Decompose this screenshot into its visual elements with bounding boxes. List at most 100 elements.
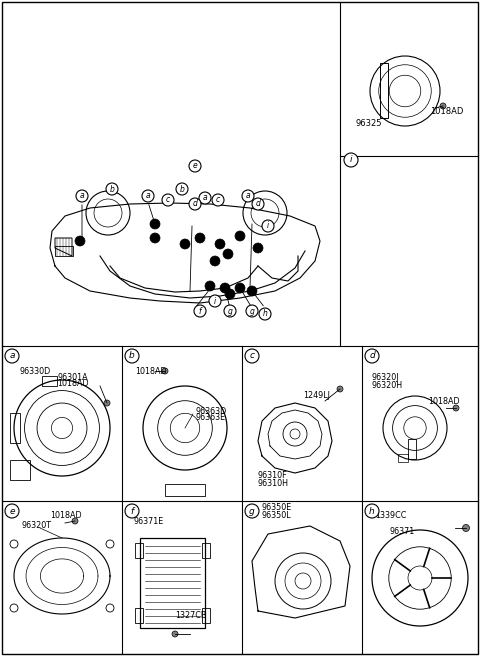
- Circle shape: [75, 236, 85, 246]
- Bar: [135, 543, 143, 558]
- Text: 96371E: 96371E: [133, 516, 163, 525]
- Circle shape: [259, 308, 271, 320]
- Text: i: i: [350, 155, 352, 165]
- Text: 1018AD: 1018AD: [135, 367, 167, 375]
- Circle shape: [142, 190, 154, 202]
- Circle shape: [205, 281, 215, 291]
- Text: i: i: [214, 297, 216, 306]
- Circle shape: [223, 249, 233, 259]
- Text: c: c: [250, 352, 254, 361]
- Circle shape: [176, 183, 188, 195]
- Bar: [202, 608, 210, 623]
- Text: 96310H: 96310H: [258, 478, 289, 487]
- Text: 1249LJ: 1249LJ: [303, 392, 330, 401]
- Circle shape: [245, 349, 259, 363]
- Text: a: a: [246, 192, 250, 201]
- Circle shape: [199, 192, 211, 204]
- Circle shape: [224, 305, 236, 317]
- Circle shape: [247, 286, 257, 296]
- Text: a: a: [203, 194, 207, 203]
- Bar: [202, 543, 210, 558]
- Circle shape: [5, 349, 19, 363]
- Text: f: f: [131, 506, 133, 516]
- Text: 1339CC: 1339CC: [375, 512, 407, 520]
- Circle shape: [195, 233, 205, 243]
- Circle shape: [253, 243, 263, 253]
- Circle shape: [189, 198, 201, 210]
- Text: 1018AD: 1018AD: [50, 512, 82, 520]
- Text: b: b: [129, 352, 135, 361]
- Text: 96350E: 96350E: [262, 504, 292, 512]
- Circle shape: [365, 504, 379, 518]
- Circle shape: [194, 305, 206, 317]
- Circle shape: [212, 194, 224, 206]
- Circle shape: [220, 283, 230, 293]
- Circle shape: [440, 103, 446, 109]
- Circle shape: [209, 295, 221, 307]
- Circle shape: [5, 504, 19, 518]
- Bar: [165, 484, 205, 496]
- Circle shape: [125, 349, 139, 363]
- Text: 96371: 96371: [390, 527, 415, 535]
- Text: a: a: [9, 352, 15, 361]
- Circle shape: [246, 305, 258, 317]
- Bar: [398, 454, 408, 462]
- Circle shape: [337, 386, 343, 392]
- Circle shape: [235, 283, 245, 293]
- Text: 1018AD: 1018AD: [430, 106, 463, 115]
- Circle shape: [225, 289, 235, 299]
- Circle shape: [150, 233, 160, 243]
- Text: d: d: [192, 199, 197, 209]
- Text: b: b: [109, 184, 114, 194]
- Text: 96330D: 96330D: [20, 367, 51, 377]
- Text: g: g: [249, 506, 255, 516]
- Bar: [10, 460, 30, 480]
- Circle shape: [210, 256, 220, 266]
- Circle shape: [162, 368, 168, 374]
- Text: 1018AD: 1018AD: [57, 380, 89, 388]
- Bar: [380, 63, 388, 118]
- Text: e: e: [9, 506, 15, 516]
- Text: g: g: [250, 306, 254, 316]
- Text: h: h: [263, 310, 267, 319]
- Text: g: g: [228, 306, 232, 316]
- Text: 96363D: 96363D: [195, 407, 226, 415]
- Circle shape: [76, 190, 88, 202]
- Text: 1327CB: 1327CB: [175, 611, 206, 621]
- Text: i: i: [267, 222, 269, 230]
- Bar: [135, 608, 143, 623]
- Bar: [55, 246, 73, 256]
- Circle shape: [245, 504, 259, 518]
- Text: 96301A: 96301A: [57, 373, 88, 382]
- Text: a: a: [146, 192, 150, 201]
- Circle shape: [162, 194, 174, 206]
- Text: 96320T: 96320T: [22, 522, 52, 531]
- Circle shape: [125, 504, 139, 518]
- Text: f: f: [199, 306, 201, 316]
- Bar: [408, 439, 416, 459]
- Circle shape: [215, 239, 225, 249]
- Text: 96325: 96325: [355, 119, 382, 129]
- Circle shape: [189, 160, 201, 172]
- Text: c: c: [166, 195, 170, 205]
- Text: d: d: [369, 352, 375, 361]
- Circle shape: [150, 219, 160, 229]
- Text: 1018AD: 1018AD: [428, 396, 460, 405]
- Circle shape: [252, 198, 264, 210]
- Text: 96310F: 96310F: [258, 472, 288, 480]
- Text: e: e: [192, 161, 197, 171]
- Circle shape: [72, 518, 78, 524]
- Circle shape: [106, 183, 118, 195]
- Bar: [140, 538, 205, 628]
- Text: 96320J: 96320J: [372, 373, 399, 382]
- Circle shape: [242, 190, 254, 202]
- Circle shape: [453, 405, 459, 411]
- Text: d: d: [255, 199, 261, 209]
- Circle shape: [262, 220, 274, 232]
- Text: 96363E: 96363E: [195, 413, 225, 422]
- Text: 96320H: 96320H: [372, 380, 403, 390]
- Circle shape: [104, 400, 110, 406]
- Bar: [10, 413, 20, 443]
- Text: c: c: [216, 195, 220, 205]
- Circle shape: [365, 349, 379, 363]
